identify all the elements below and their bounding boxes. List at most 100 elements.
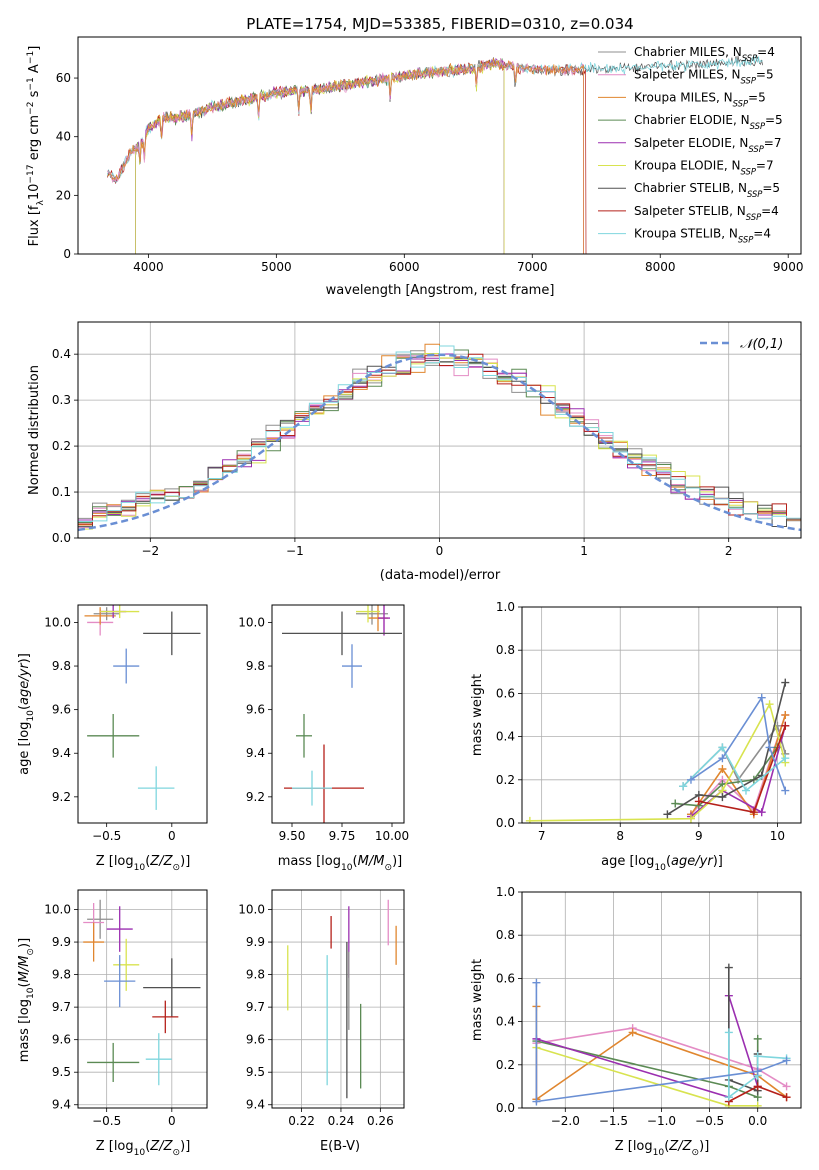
series-marker: [782, 1093, 791, 1102]
errorbar-kroupa-elodie: [113, 938, 140, 991]
y-tick-label: 9.9: [52, 935, 71, 949]
mass_vs_Z-ylabel: mass [log10(M/M⊙)]: [17, 938, 36, 1062]
legend-label: Salpeter MILES, NSSP=5: [634, 68, 774, 86]
series-salpeter-stelib: [694, 721, 790, 817]
y-tick-label: 0: [63, 247, 71, 261]
series-marker: [749, 808, 758, 817]
errorbar-blue: [342, 644, 362, 688]
series-marker: [781, 754, 790, 763]
x-tick-label: −1.0: [647, 1114, 676, 1128]
massweight_vs_age-series: [525, 678, 790, 823]
errorbar-chabrier-miles: [356, 605, 388, 625]
age_vs_Z-axes: −0.5 0 9.2 9.4 9.6 9.8 10.0: [44, 615, 175, 843]
age_vs_mass-axes: 9.50 9.75 10.00 9.2 9.4 9.6 9.8 10.0: [238, 615, 409, 843]
mass_vs_Z-frame: [77, 889, 208, 1109]
errorbar-kroupa-elodie: [356, 605, 380, 623]
massweight_vs_age-ylabel: mass weight: [470, 674, 485, 756]
y-tick-label: 9.7: [246, 1000, 265, 1014]
y-tick-label: 0.1: [52, 485, 71, 499]
errorbar-chabrier-elodie: [87, 1042, 140, 1082]
age_vs_Z-ylabel: age [log10(age/yr)]: [17, 653, 36, 775]
gaussian-legend-label: 𝒩(0,1): [740, 337, 783, 352]
spectrum-ylabel: Flux [fλ10−17 erg cm−2 s−1 A−1]: [26, 46, 46, 247]
y-tick-label: 9.8: [246, 659, 265, 673]
y-tick-label: 10.0: [238, 903, 265, 917]
x-tick-label: 5000: [261, 260, 292, 274]
series-marker: [753, 1082, 762, 1091]
series-marker: [753, 1052, 762, 1061]
mass_vs_ebv-xlabel: E(B-V): [320, 1139, 360, 1154]
errorbar-salpeter-elodie: [378, 605, 390, 636]
series-marker: [686, 775, 695, 784]
y-tick-label: 10.0: [44, 615, 71, 629]
mass_vs_ebv-frame: [271, 889, 405, 1109]
errorbar-chabrier-miles: [87, 899, 114, 939]
x-tick-label: 9: [695, 829, 703, 843]
series-blue: [532, 978, 791, 1106]
legend-label: Chabrier ELODIE, NSSP=5: [634, 113, 783, 131]
y-tick-label: 9.4: [52, 1098, 71, 1112]
series-marker: [718, 754, 727, 763]
x-tick-label: 0: [168, 829, 176, 843]
series-marker: [671, 799, 680, 808]
mass_vs_ebv-axes: 0.22 0.24 0.26 9.4 9.5 9.6 9.7 9.8 9.9 10.0: [238, 890, 404, 1128]
series-chabrier-elodie: [532, 1034, 762, 1102]
x-tick-label: 4000: [133, 260, 164, 274]
x-tick-label: −1.5: [599, 1114, 628, 1128]
mass_vs_Z-xlabel: Z [log10(Z/Z⊙)]: [96, 1139, 191, 1158]
y-tick-label: 20: [56, 188, 71, 202]
x-tick-label: 8000: [645, 260, 676, 274]
age_vs_Z-frame: [77, 604, 208, 824]
series-marker: [724, 1028, 733, 1037]
errorbar-blue: [113, 648, 140, 684]
residuals-frame: [77, 321, 802, 539]
series-line: [682, 746, 786, 792]
x-tick-label: −0.5: [92, 1114, 121, 1128]
series-line: [682, 723, 787, 787]
legend-label: Kroupa ELODIE, NSSP=7: [634, 159, 774, 177]
spectrum-xlabel: wavelength [Angstrom, rest frame]: [326, 283, 555, 298]
series-marker: [525, 816, 534, 823]
series-marker: [741, 786, 750, 795]
legend-label: Kroupa MILES, NSSP=5: [634, 90, 766, 108]
x-tick-label: −1: [286, 544, 304, 558]
x-tick-label: −2: [141, 544, 159, 558]
y-tick-label: 0.6: [496, 686, 515, 700]
series-marker: [724, 963, 733, 972]
series-kroupa-miles: [686, 711, 790, 819]
y-tick-label: 0.6: [496, 971, 515, 985]
y-tick-label: 9.6: [52, 1033, 71, 1047]
massweight_vs_Z-xlabel: Z [log10(Z/Z⊙)]: [615, 1139, 710, 1158]
spectrum-kroupa-miles: [107, 58, 584, 254]
series-marker: [757, 808, 766, 817]
x-tick-label: −2.0: [551, 1114, 580, 1128]
errorbar-kroupa-elodie: [100, 605, 140, 619]
series-marker: [628, 1028, 637, 1037]
x-tick-label: 10: [770, 829, 785, 843]
mass_vs_Z-points: [83, 899, 201, 1086]
massweight_vs_Z-axes: −2.0 −1.5 −1.0 −0.5 0.0 0.0 0.2 0.4 0.6 0.8 1.0: [496, 885, 801, 1128]
y-tick-label: 0.4: [496, 730, 515, 744]
y-tick-label: 0.4: [496, 1015, 515, 1029]
series-marker: [782, 1082, 791, 1091]
residuals-axes: −2 −1 0 1 2 0.0 0.1 0.2 0.3 0.4: [52, 322, 801, 558]
series-marker: [765, 743, 774, 752]
x-tick-label: 0: [168, 1114, 176, 1128]
x-tick-label: 0.0: [748, 1114, 767, 1128]
series-marker: [781, 721, 790, 730]
y-tick-label: 1.0: [496, 600, 515, 614]
x-tick-label: 7000: [517, 260, 548, 274]
series-marker: [694, 797, 703, 806]
series-marker: [781, 786, 790, 795]
massweight_vs_age-frame: [521, 606, 802, 824]
residual-histograms: [78, 343, 801, 538]
legend-label: Salpeter STELIB, NSSP=4: [634, 204, 779, 222]
legend-label: Chabrier STELIB, NSSP=5: [634, 181, 780, 199]
y-tick-label: 1.0: [496, 885, 515, 899]
errorbar-salpeter-stelib: [152, 1000, 179, 1034]
y-tick-label: 0.0: [496, 1101, 515, 1115]
y-tick-label: 9.5: [246, 1065, 265, 1079]
series-marker: [663, 810, 672, 819]
y-tick-label: 9.4: [246, 1098, 265, 1112]
y-tick-label: 9.8: [246, 968, 265, 982]
